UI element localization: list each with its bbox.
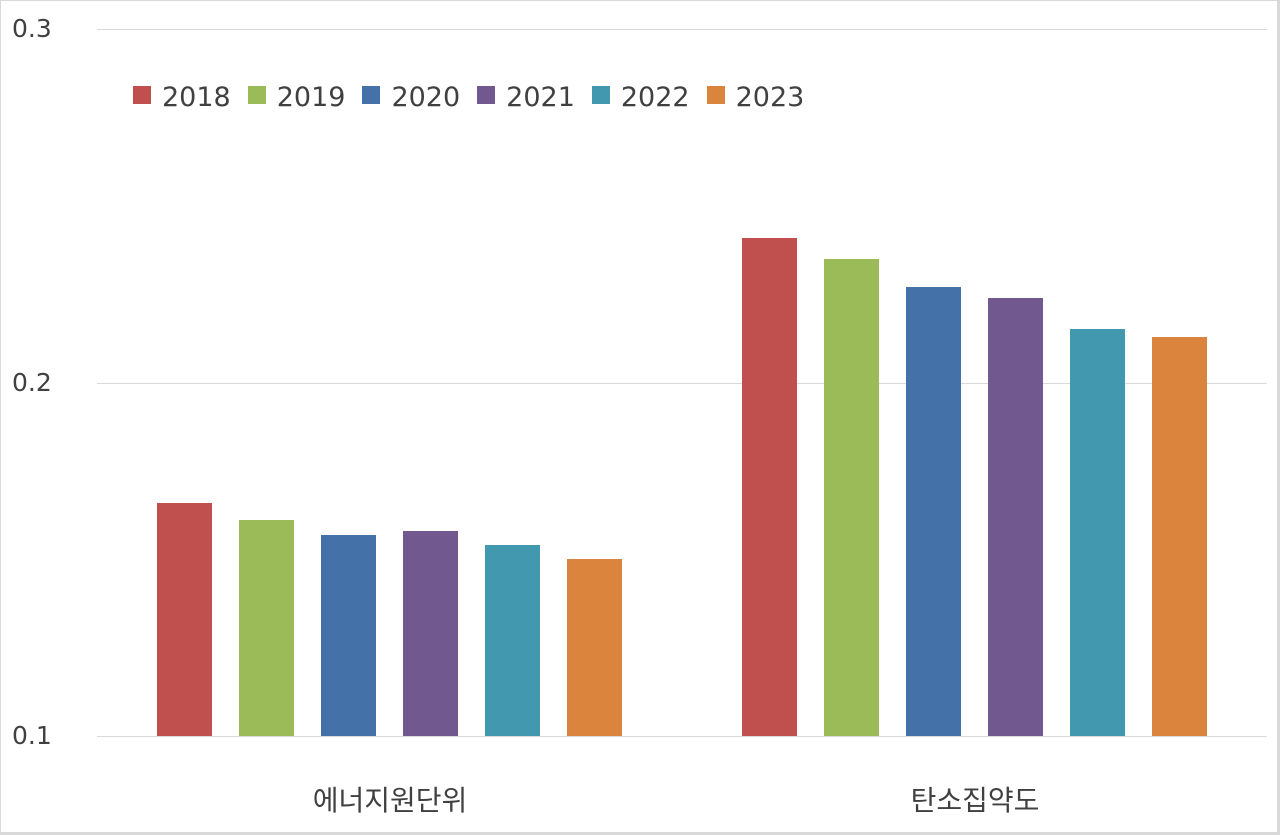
category-label-energy-intensity: 에너지원단위 (312, 784, 468, 817)
bar-2023-energy-intensity (567, 559, 622, 736)
bar-2018-energy-intensity (157, 502, 212, 736)
legend-label: 2022 (620, 82, 690, 113)
legend-item-2020: 2020 (362, 82, 460, 113)
legend-swatch-2018 (133, 85, 151, 104)
y-tick-0-3: 0.3 (12, 14, 52, 43)
legend-swatch-2020 (362, 85, 381, 104)
legend-item-2018: 2018 (133, 82, 231, 113)
legend-label: 2021 (506, 82, 575, 113)
legend-swatch-2021 (477, 85, 496, 104)
legend-item-2022: 2022 (591, 82, 690, 113)
bar-2019-energy-intensity (239, 520, 294, 736)
bar-2020-carbon-intensity (906, 287, 961, 736)
bar-2018-carbon-intensity (742, 237, 797, 736)
legend-label: 2018 (162, 82, 231, 113)
bar-2022-energy-intensity (485, 545, 540, 736)
bar-2019-carbon-intensity (824, 258, 879, 736)
y-tick-0-1: 0.1 (12, 721, 52, 750)
legend-item-2021: 2021 (477, 82, 575, 113)
legend-swatch-2022 (591, 85, 610, 104)
category-label-carbon-intensity: 탄소집약도 (910, 784, 1040, 817)
gridline-0-1 (97, 736, 1267, 737)
bar-2021-energy-intensity (403, 530, 458, 736)
bar-2021-carbon-intensity (988, 297, 1043, 736)
gridline-0-3 (97, 29, 1267, 30)
legend-item-2023: 2023 (706, 82, 805, 113)
legend-label: 2020 (391, 82, 461, 113)
gridline-0-2 (97, 383, 1267, 384)
legend-label: 2019 (276, 82, 346, 113)
y-tick-0-2: 0.2 (12, 368, 52, 397)
legend-swatch-2019 (247, 85, 266, 104)
legend-swatch-2023 (706, 85, 725, 104)
chart-legend: 2018 2019 2020 2021 2022 2023 (133, 82, 821, 113)
legend-item-2019: 2019 (247, 82, 346, 113)
legend-label: 2023 (735, 82, 805, 113)
bar-2022-carbon-intensity (1070, 329, 1125, 736)
bar-2023-carbon-intensity (1152, 336, 1207, 736)
bar-2020-energy-intensity (321, 534, 376, 736)
